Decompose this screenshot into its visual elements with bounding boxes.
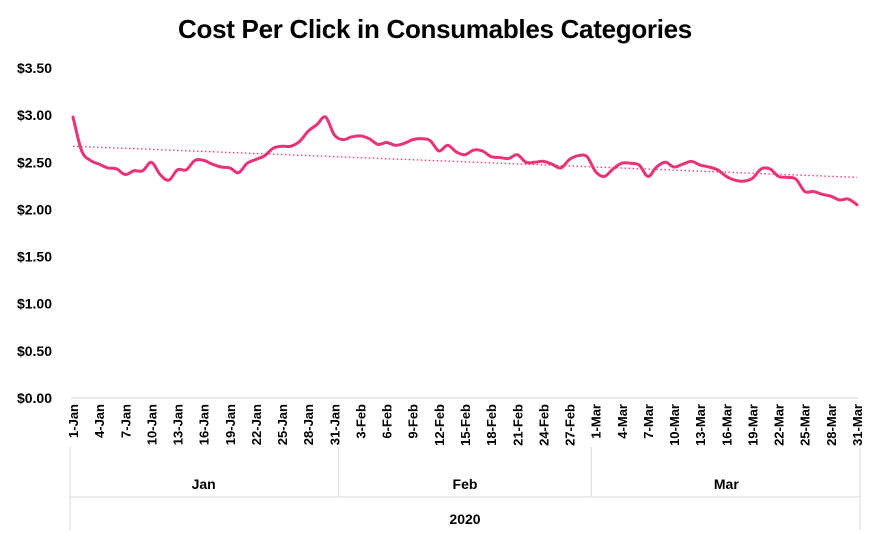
x-tick-label: 7-Jan: [118, 404, 133, 438]
x-tick-label: 3-Feb: [353, 404, 368, 439]
series-line: [71, 115, 859, 207]
x-axis: 1-Jan 4-Jan 7-Jan 10-Jan 13-Jan 16-Jan 19-Jan 2…: [66, 397, 865, 446]
y-tick-label: $3.00: [17, 107, 52, 123]
year-label: 2020: [449, 511, 480, 527]
y-tick-label: $0.00: [17, 390, 52, 406]
x-tick-label: 13-Jan: [171, 404, 186, 445]
x-tick-label: 7-Mar: [641, 404, 656, 439]
x-tick-label: 4-Jan: [92, 404, 107, 438]
x-tick-label: 16-Jan: [197, 404, 212, 445]
x-tick-label: 6-Feb: [380, 404, 395, 439]
y-axis: $0.00 $0.50 $1.00 $1.50 $2.00 $2.50 $3.00 $3.50: [17, 60, 52, 406]
y-tick-label: $2.50: [17, 154, 52, 170]
x-tick-label: 31-Jan: [327, 404, 342, 445]
x-tick-label: 15-Feb: [458, 404, 473, 446]
x-tick-label: 19-Mar: [745, 404, 760, 446]
x-tick-label: 12-Feb: [432, 404, 447, 446]
x-tick-label: 9-Feb: [406, 404, 421, 439]
x-tick-label: 22-Mar: [772, 404, 787, 446]
x-tick-label: 1-Mar: [589, 404, 604, 439]
y-tick-label: $2.00: [17, 201, 52, 217]
x-tick-label: 1-Jan: [66, 404, 81, 438]
trendline: [72, 145, 858, 179]
month-label: Mar: [714, 476, 739, 492]
chart-title: Cost Per Click in Consumables Categories: [178, 14, 692, 44]
x-tick-label: 28-Mar: [824, 404, 839, 446]
x-tick-label: 22-Jan: [249, 404, 264, 445]
x-tick-label: 31-Mar: [850, 404, 865, 446]
category-groups: Jan Feb Mar 2020: [69, 447, 861, 530]
x-tick-label: 25-Mar: [798, 404, 813, 446]
x-tick-label: 24-Feb: [536, 404, 551, 446]
y-tick-label: $3.50: [17, 60, 52, 76]
x-tick-label: 25-Jan: [275, 404, 290, 445]
series-group: [71, 115, 859, 207]
x-tick-label: 19-Jan: [223, 404, 238, 445]
x-tick-label: 10-Mar: [667, 404, 682, 446]
y-tick-label: $1.50: [17, 249, 52, 265]
x-tick-label: 18-Feb: [484, 404, 499, 446]
x-tick-label: 28-Jan: [301, 404, 316, 445]
x-tick-label: 4-Mar: [615, 404, 630, 439]
month-label: Feb: [453, 476, 478, 492]
x-tick-label: 13-Mar: [693, 404, 708, 446]
month-label: Jan: [192, 476, 216, 492]
y-tick-label: $1.00: [17, 296, 52, 312]
x-tick-label: 21-Feb: [510, 404, 525, 446]
x-tick-label: 10-Jan: [144, 404, 159, 445]
x-tick-label: 16-Mar: [719, 404, 734, 446]
x-tick-label: 27-Feb: [563, 404, 578, 446]
y-tick-label: $0.50: [17, 343, 52, 359]
trendline-group: [72, 145, 858, 179]
